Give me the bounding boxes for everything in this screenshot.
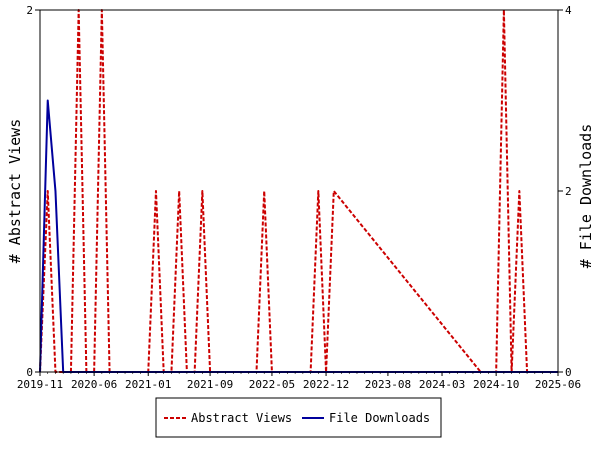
- x-tick-label: 2020-06: [71, 378, 117, 391]
- x-tick-label: 2019-11: [17, 378, 63, 391]
- x-tick-label: 2021-09: [187, 378, 233, 391]
- legend-box: [155, 397, 442, 438]
- x-tick-label: 2022-12: [303, 378, 349, 391]
- y-left-tick-label: 2: [26, 4, 33, 17]
- x-tick-label: 2025-06: [535, 378, 581, 391]
- x-tick-label: 2022-05: [249, 378, 295, 391]
- legend-label-abstract-views: Abstract Views: [191, 411, 292, 425]
- y-left-tick-label: 0: [26, 366, 33, 379]
- x-tick-label: 2021-01: [125, 378, 171, 391]
- legend-label-file-downloads: File Downloads: [329, 411, 430, 425]
- legend: Abstract Views File Downloads: [155, 397, 442, 438]
- y-axis-right-title: # File Downloads: [577, 124, 595, 269]
- ticks-layer: 2019-11 2020-06 2021-01 2021-09 2022-05 2022-…: [17, 4, 581, 391]
- y-axis-left-title: # Abstract Views: [6, 119, 24, 264]
- y-right-tick-label: 0: [565, 366, 572, 379]
- x-tick-label: 2024-10: [473, 378, 519, 391]
- y-right-tick-label: 4: [565, 4, 572, 17]
- y-right-tick-label: 2: [565, 185, 572, 198]
- x-tick-label: 2023-08: [365, 378, 411, 391]
- plot-area: [40, 10, 558, 372]
- x-tick-label: 2024-03: [419, 378, 465, 391]
